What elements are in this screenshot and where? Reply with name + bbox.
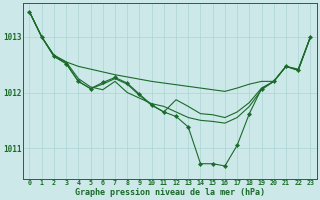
X-axis label: Graphe pression niveau de la mer (hPa): Graphe pression niveau de la mer (hPa) [75,188,265,197]
